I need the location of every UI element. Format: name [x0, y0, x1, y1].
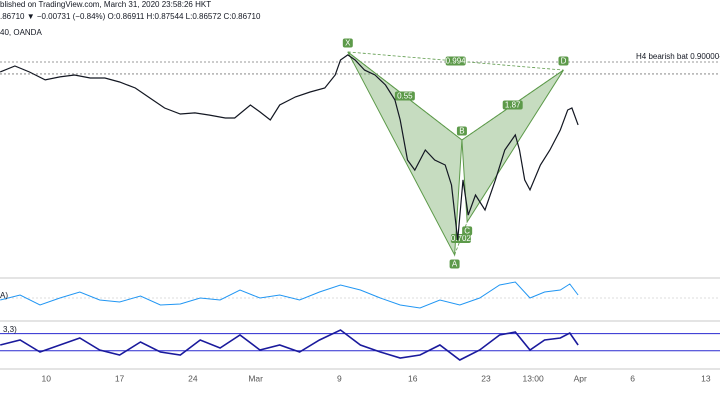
ratio-label: 1.87	[505, 101, 521, 110]
point-box	[558, 56, 569, 66]
point-label: X	[345, 39, 351, 48]
x-tick-label: 16	[408, 373, 418, 383]
x-tick-label: Mar	[248, 373, 263, 383]
symbol-text: 40, OANDA	[0, 28, 42, 37]
ratio-box	[445, 56, 466, 66]
x-tick-label: 9	[337, 373, 342, 383]
ratio-label: 0.994	[446, 57, 467, 66]
point-label: C	[464, 227, 470, 236]
point-label: A	[452, 260, 458, 269]
rsi-label: A)	[0, 291, 8, 300]
ratio-label: 0.55	[397, 92, 413, 101]
x-tick-label: Apr	[574, 373, 587, 383]
point-box	[462, 226, 473, 236]
published-text: blished on TradingView.com, March 31, 20…	[0, 0, 211, 9]
ratio-line	[347, 51, 564, 71]
annotation: H4 bearish bat 0.90000- 0.89	[636, 52, 720, 61]
x-tick-label: 13	[701, 373, 711, 383]
point-box	[449, 259, 460, 269]
x-tick-label: 13:00	[522, 373, 544, 383]
price-line	[0, 54, 579, 241]
ratio-box	[502, 100, 523, 110]
rsi-line	[0, 281, 579, 309]
ratio-label: 0.702	[451, 234, 472, 243]
point-label: B	[459, 127, 464, 136]
x-tick-label: 23	[481, 373, 491, 383]
x-tick-label: 6	[630, 373, 635, 383]
x-tick-label: 24	[188, 373, 198, 383]
point-box	[456, 126, 467, 136]
point-label: D	[561, 57, 567, 66]
ratio-box	[394, 91, 415, 101]
stoch-line	[0, 329, 579, 361]
ratio-box	[450, 233, 471, 243]
stoch-label: 3,3)	[3, 325, 17, 334]
quote-text: .86710 ▼ −0.00731 (−0.84%) O:0.86911 H:0…	[0, 12, 261, 21]
point-box	[342, 38, 353, 48]
x-tick-label: 10	[42, 373, 52, 383]
x-tick-label: 17	[115, 373, 125, 383]
